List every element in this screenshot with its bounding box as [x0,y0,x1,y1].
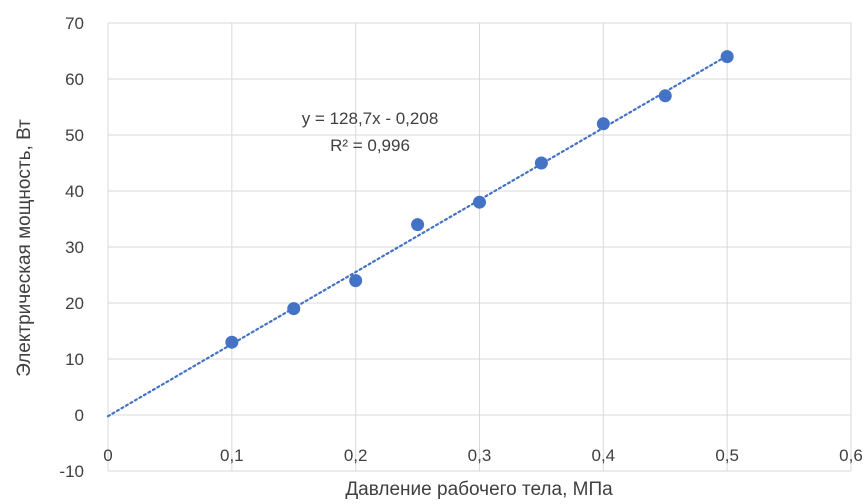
x-tick-label: 0,3 [468,446,492,465]
x-tick-label: 0,5 [715,446,739,465]
data-point [287,302,300,315]
x-axis-title: Давление рабочего тела, МПа [345,479,613,500]
data-point [411,218,424,231]
y-tick-label: 50 [65,126,84,145]
data-point [225,336,238,349]
x-tick-label: 0,2 [344,446,368,465]
y-tick-label: 30 [65,238,84,257]
x-tick-label: 0 [103,446,112,465]
data-point [721,50,734,63]
data-point [473,196,486,209]
y-tick-label: 60 [65,70,84,89]
trendline-equation: y = 128,7x - 0,208 [302,109,439,128]
y-tick-label: -10 [59,462,84,481]
data-point [659,89,672,102]
y-tick-label: 40 [65,182,84,201]
y-tick-label: 70 [65,14,84,33]
grid [108,23,851,471]
y-tick-label: 0 [75,406,84,425]
data-point [349,274,362,287]
r-squared-label: R² = 0,996 [330,136,410,155]
y-axis-tick-labels: -10 0 10 20 30 40 50 60 70 [59,14,84,481]
x-tick-label: 0,4 [592,446,616,465]
x-tick-label: 0,6 [839,446,863,465]
x-tick-label: 0,1 [220,446,244,465]
data-point [535,157,548,170]
data-point [597,117,610,130]
y-tick-label: 20 [65,294,84,313]
x-axis-tick-labels: 0 0,1 0,2 0,3 0,4 0,5 0,6 [103,446,863,465]
y-tick-label: 10 [65,350,84,369]
y-axis-title: Электрическая мощность, Вт [14,119,35,377]
